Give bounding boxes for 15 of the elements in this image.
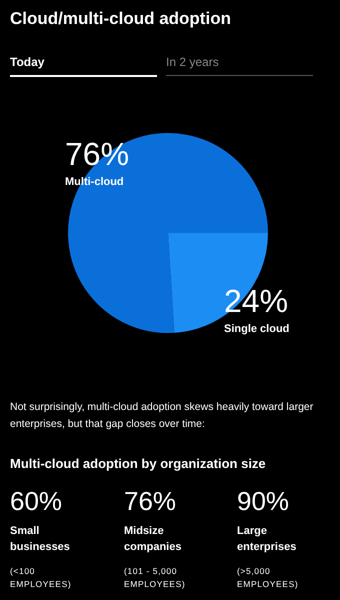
chart-title: Cloud/multi-cloud adoption	[10, 9, 231, 28]
category-label: Midsize companies	[124, 525, 182, 553]
text: (>5,000 EMPLOYEES)	[237, 566, 298, 589]
text: Not surprisingly, multi-cloud adoption skews heavily toward larger enterprises, but that gap closes over time:	[10, 401, 314, 430]
text: (<100 EMPLOYEES)	[10, 566, 72, 589]
text: Today	[10, 55, 45, 69]
category-label: Small businesses	[10, 525, 70, 553]
text: (101 - 5,000 EMPLOYEES)	[124, 566, 186, 589]
text: 90%	[237, 486, 290, 516]
category-label: Large enterprises	[237, 525, 296, 553]
text: 76%	[124, 486, 176, 516]
text: Multi-cloud adoption by organization size	[10, 456, 266, 471]
text: 60%	[10, 486, 62, 516]
text: In 2 years	[166, 55, 219, 69]
slice-label: Single cloud	[224, 323, 290, 335]
